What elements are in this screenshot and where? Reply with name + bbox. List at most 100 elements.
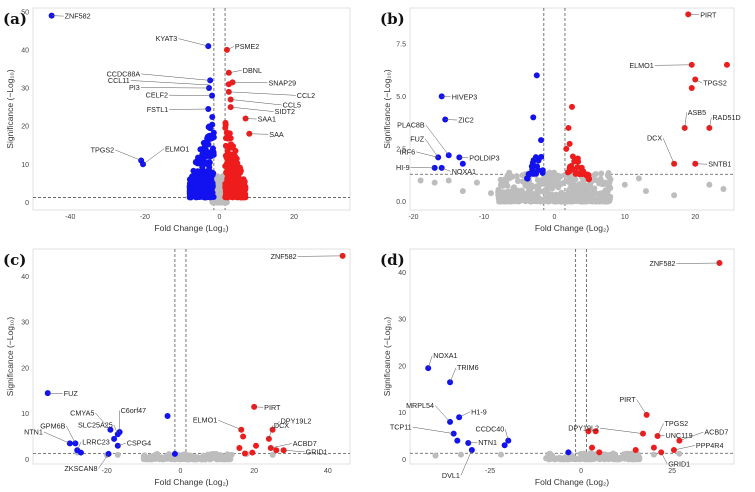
gene-label: PI3 [129,83,140,92]
label-leader-line [95,413,111,430]
data-point-down [192,193,199,200]
highlight-point [565,449,572,456]
data-point-ns [604,193,611,200]
y-axis-label: Significance (−Log₁₀) [5,69,15,149]
y-tick-label: 10 [21,411,29,418]
label-leader-line [178,38,209,47]
x-axis-label: Fold Change (Log₂) [154,477,228,487]
data-point-up [563,145,570,152]
label-leader-line [424,138,439,158]
x-tick-label: 25 [668,468,676,475]
gene-label: SLC25A25 [78,420,113,429]
data-point-ns [596,195,603,202]
x-tick-label: 10 [621,214,629,221]
data-point-ns [671,192,678,199]
data-point-ns [495,189,502,196]
y-tick-label: 10 [398,410,406,417]
label-leader-line [459,157,469,159]
point-group [417,11,730,205]
label-leader-line [230,106,274,112]
x-tick-label: -40 [65,214,75,221]
gene-label: ZNF582 [271,252,297,261]
gene-label: DCX [647,134,662,143]
data-point-ns [578,181,585,188]
y-tick-label: 7.5 [396,41,406,48]
gene-label: GRID1 [306,447,328,456]
y-tick-label: 2.5 [396,146,406,153]
data-point-up [225,166,232,173]
gene-label: PIRT [700,10,717,19]
data-point-down [194,168,201,175]
data-point-ns [570,192,577,199]
label-leader-line [695,163,708,165]
data-point-ns [611,451,618,458]
label-leader-line [434,405,451,423]
data-point-down [538,153,545,160]
data-point-ns [526,185,533,192]
data-point-ns [614,456,621,463]
gene-label: C6orf47 [121,406,147,415]
data-point-ns [549,175,556,182]
y-tick-label: 30 [21,86,29,93]
gene-label: ACBD7 [293,439,317,448]
data-point-ns [457,451,464,458]
data-point-down [535,167,542,174]
gene-label: CCL5 [283,100,301,109]
data-point-ns [587,450,594,457]
data-point-ns [488,190,494,197]
y-tick-label: 40 [21,274,29,281]
gene-label: DVL1 [442,471,460,480]
y-tick-label: 20 [21,124,29,131]
x-axis-label: Fold Change (Log₂) [535,223,609,233]
data-point-down [192,159,199,166]
gene-label: CSPG4 [127,439,151,448]
label-leader-line [688,14,700,16]
gene-label: DPY19L2 [568,424,599,433]
y-axis-label: Significance (−Log₁₀) [5,317,15,397]
data-point-ns [473,179,480,186]
label-leader-line [228,91,296,96]
data-point-ns [498,451,505,458]
data-point-up [230,176,237,183]
gene-label: DBNL [243,66,262,75]
data-point-ns [605,198,612,205]
gene-label: PIRT [264,403,281,412]
data-point-ns [570,455,577,462]
highlight-point [569,103,575,110]
data-point-ns [431,179,438,186]
x-tick-label: 40 [324,468,332,475]
label-leader-line [676,262,720,264]
data-point-ns [526,197,533,204]
gene-label: TCP11 [390,423,412,432]
label-leader-line [272,421,280,430]
gene-label: ZNF582 [65,12,91,21]
label-leader-line [141,73,211,81]
highlight-point [723,61,730,68]
label-leader-line [113,424,119,435]
gene-label: TPGS2 [91,145,115,154]
x-tick-label: 0 [218,214,222,221]
gene-label: GPM6B [40,421,65,430]
label-leader-line [599,427,644,434]
gene-label: GRID1 [668,459,690,468]
data-point-ns [590,198,597,205]
data-point-ns [650,451,657,458]
data-point-ns [706,181,713,188]
plot-area [409,248,735,465]
label-leader-line [169,94,213,96]
gene-label: SIDT2 [275,107,295,116]
gene-label: NTN1 [478,438,497,447]
label-leader-line [117,442,126,446]
point-group [425,260,723,463]
label-leader-line [657,435,665,437]
label-leader-line [654,64,692,66]
highlight-point [596,449,603,456]
data-point-ns [513,173,520,180]
highlight-point [454,437,461,444]
x-tick-label: -20 [408,214,418,221]
x-tick-label: -25 [485,468,495,475]
label-leader-line [441,167,451,172]
data-point-ns [185,454,192,461]
data-point-down [197,146,204,153]
data-point-ns [506,169,513,176]
